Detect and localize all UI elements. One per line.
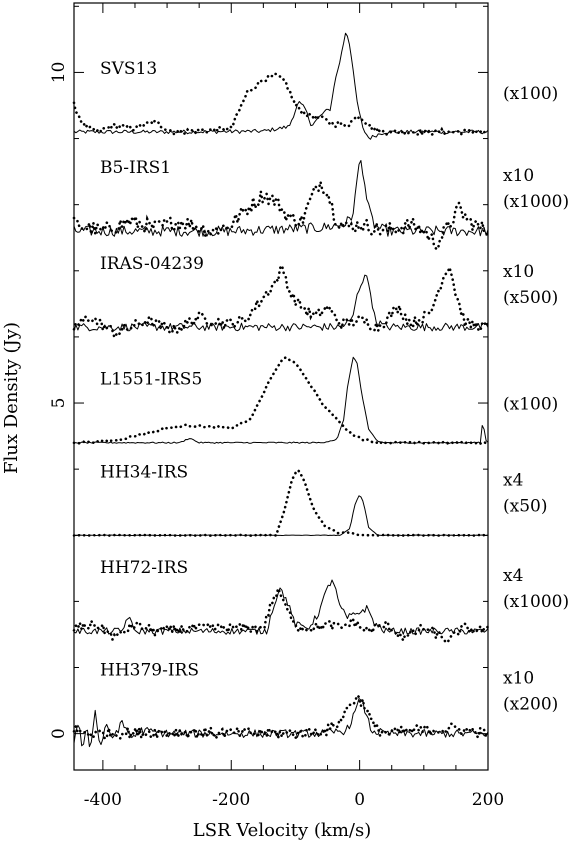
spectrum-dotted-line bbox=[72, 468, 490, 538]
x-tick-label: -400 bbox=[84, 790, 122, 810]
spectrum-solid-line bbox=[73, 698, 489, 748]
scale-factor-label: x10 bbox=[503, 262, 534, 282]
source-label: HH379-IRS bbox=[100, 661, 199, 681]
source-label: HH72-IRS bbox=[100, 558, 188, 578]
y-axis-label: Flux Density (Jy) bbox=[1, 322, 22, 474]
scale-factor-label: (x200) bbox=[503, 695, 558, 715]
y-tick-label: 5 bbox=[49, 398, 69, 409]
x-axis-label: LSR Velocity (km/s) bbox=[193, 820, 371, 841]
scale-factor-label: (x1000) bbox=[503, 592, 569, 612]
spectrum-panel bbox=[72, 468, 490, 538]
scale-factor-label: (x100) bbox=[503, 395, 558, 415]
source-label: L1551-IRS5 bbox=[100, 370, 202, 390]
spectrum-panel bbox=[72, 262, 490, 341]
scale-factor-label: x10 bbox=[503, 669, 534, 689]
spectrum-dotted-line bbox=[72, 262, 490, 341]
spectrum-dotted-line bbox=[72, 693, 490, 743]
scale-factor-label: x10 bbox=[503, 166, 534, 186]
spectrum-panel bbox=[72, 693, 490, 748]
x-tick-label: 200 bbox=[472, 790, 504, 810]
source-label: HH34-IRS bbox=[100, 462, 188, 482]
spectrum-dotted-line bbox=[72, 72, 490, 137]
source-label: IRAS-04239 bbox=[100, 254, 204, 274]
spectrum-dotted-line bbox=[72, 181, 490, 251]
spectrum-dotted-line bbox=[72, 356, 490, 446]
scale-factor-label: (x500) bbox=[503, 288, 558, 308]
source-label: B5-IRS1 bbox=[100, 158, 171, 178]
source-label: SVS13 bbox=[100, 59, 157, 79]
spectrum-dotted-line bbox=[72, 584, 490, 645]
scale-factor-label: (x1000) bbox=[503, 192, 569, 212]
scale-factor-label: (x50) bbox=[503, 496, 547, 516]
x-tick-label: -200 bbox=[212, 790, 250, 810]
y-tick-label: 10 bbox=[49, 62, 69, 84]
spectrum-panel bbox=[72, 356, 490, 446]
x-tick-label: 0 bbox=[354, 790, 365, 810]
spectrum-panel bbox=[72, 32, 490, 140]
y-tick-label: 0 bbox=[49, 728, 69, 739]
plot-frame bbox=[73, 2, 489, 771]
scale-factor-label: x4 bbox=[503, 470, 523, 490]
scale-factor-label: x4 bbox=[503, 566, 523, 586]
spectrum-panel bbox=[72, 160, 490, 251]
scale-factor-label: (x100) bbox=[503, 84, 558, 104]
spectrum-panel bbox=[72, 579, 490, 645]
spectrum-solid-line bbox=[73, 274, 489, 332]
